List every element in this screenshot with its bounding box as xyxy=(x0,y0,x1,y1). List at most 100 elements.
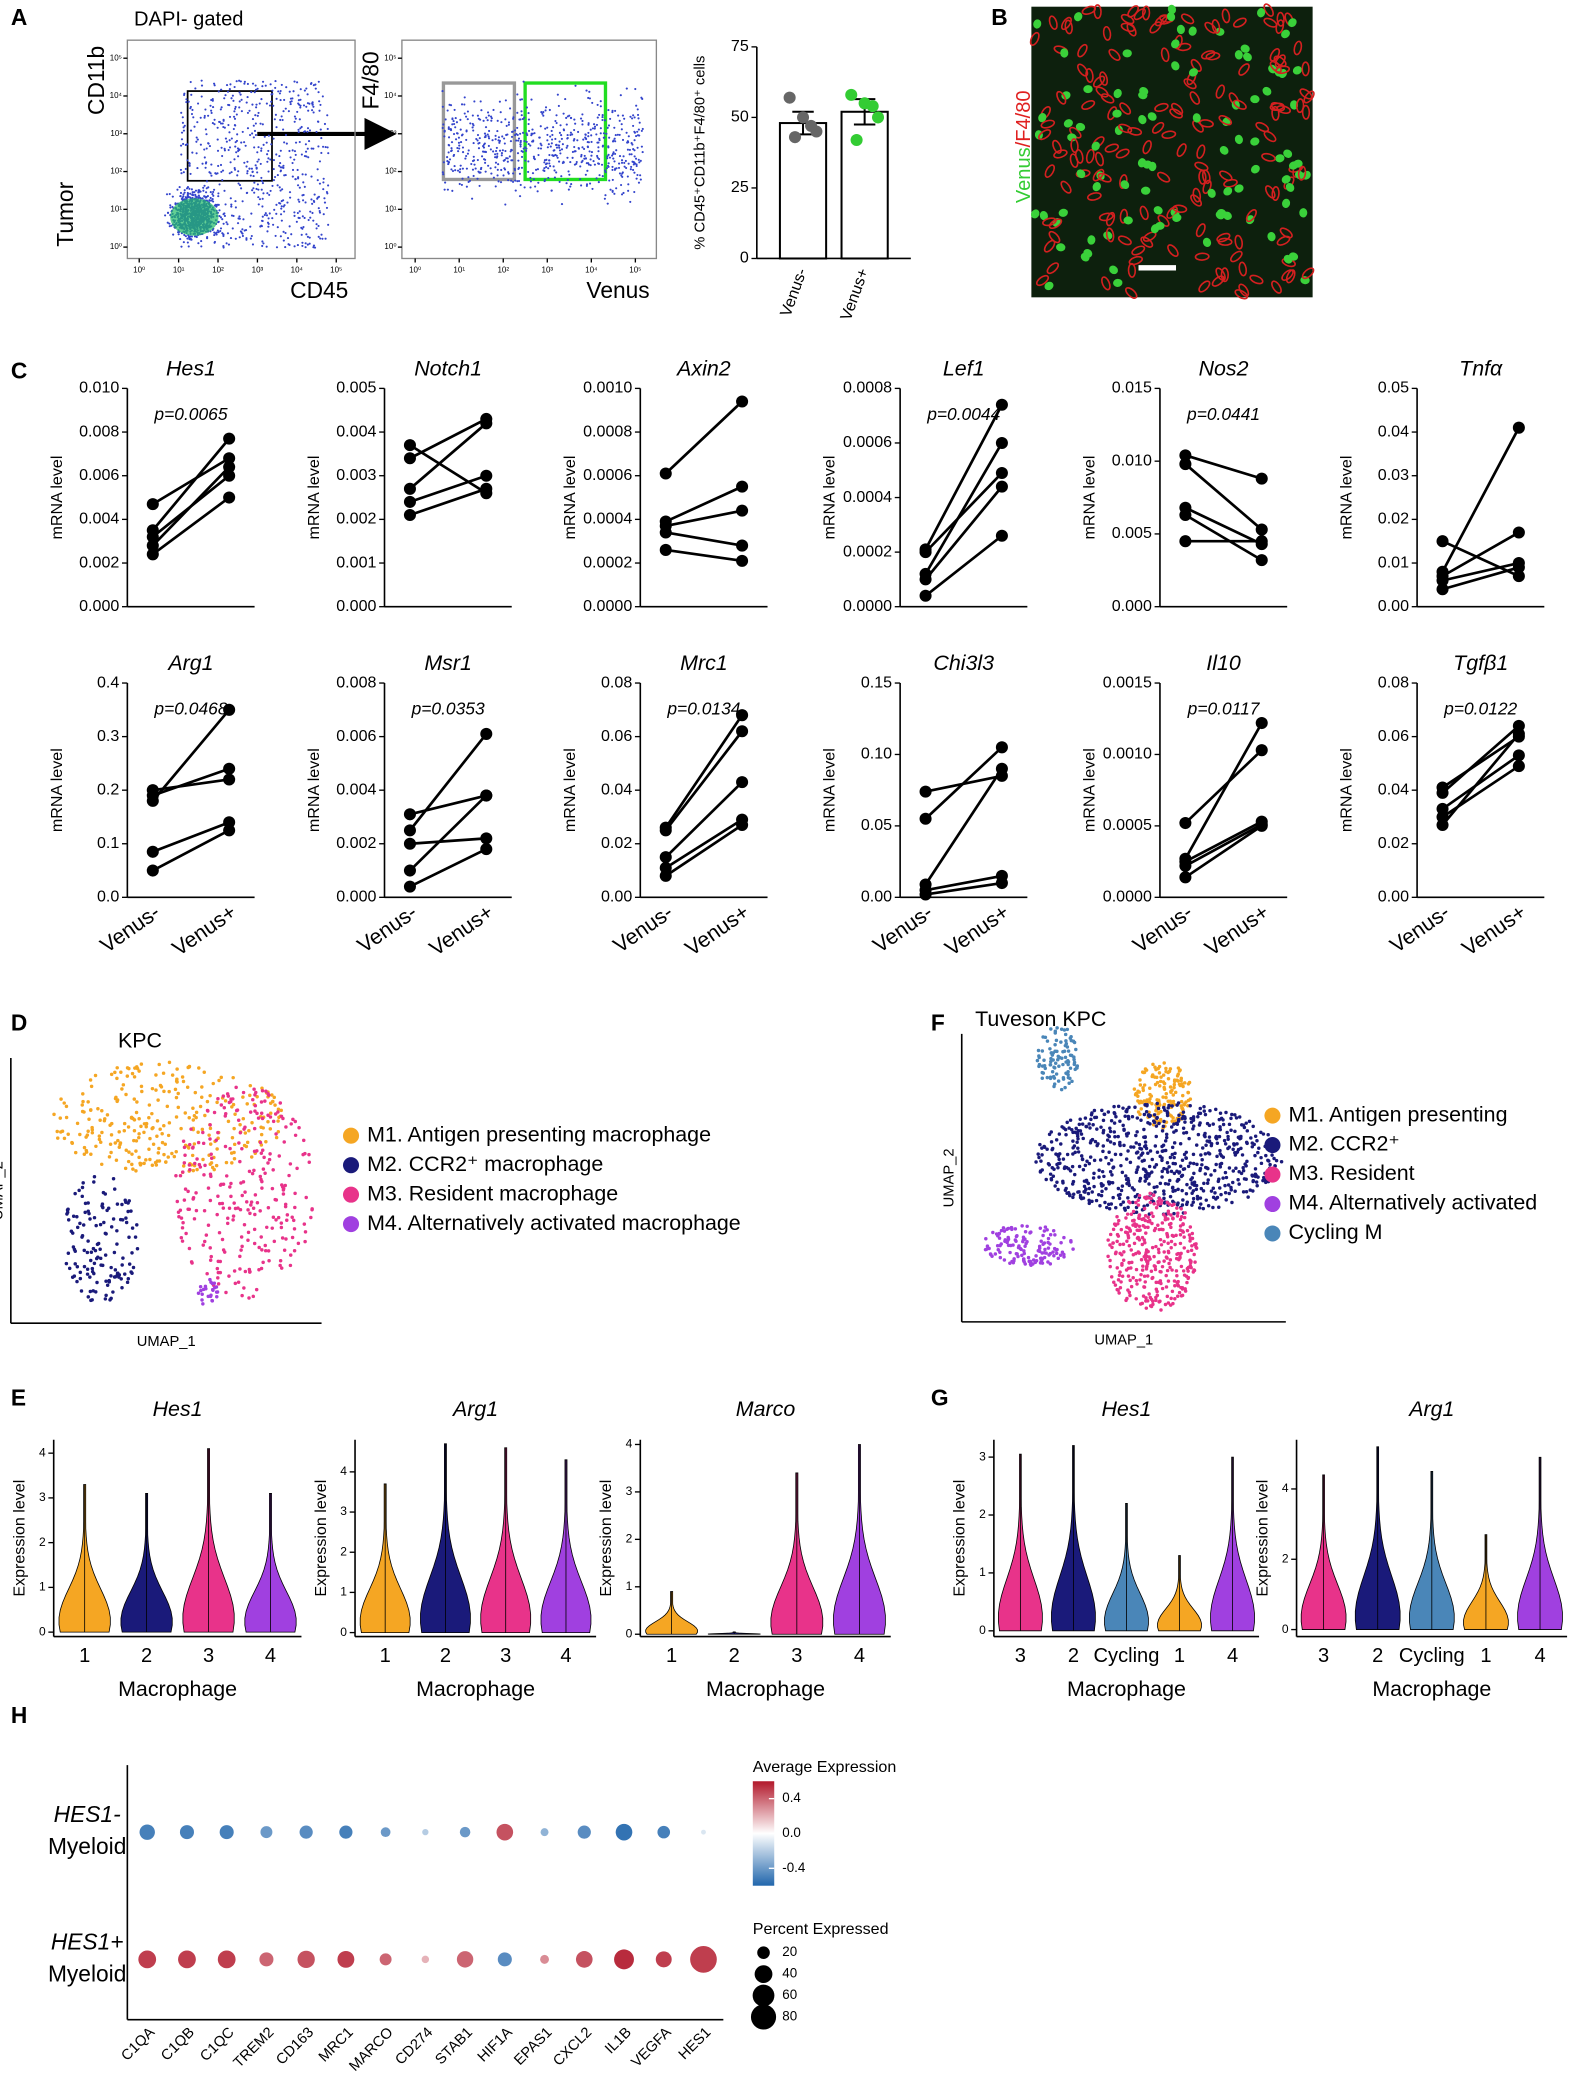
cell-point xyxy=(1033,1260,1038,1265)
cell-point xyxy=(1118,1242,1122,1247)
data-point xyxy=(1255,472,1268,485)
data-point xyxy=(736,818,749,832)
cell xyxy=(1269,48,1281,62)
event xyxy=(319,128,322,131)
data-point xyxy=(736,725,749,738)
cell-point xyxy=(1192,1252,1196,1257)
event xyxy=(487,114,490,117)
cell xyxy=(1102,25,1112,41)
cell-point xyxy=(1172,1171,1177,1176)
cell-point xyxy=(174,1115,179,1119)
cell xyxy=(1271,105,1280,121)
cell xyxy=(1216,232,1231,243)
cell-point xyxy=(88,1289,93,1294)
cell-point xyxy=(1142,1274,1147,1278)
cell-point xyxy=(210,1287,215,1292)
y-tick-label: 0.3 xyxy=(97,727,119,745)
event xyxy=(597,181,600,184)
cell-point xyxy=(268,1152,272,1156)
pair-line xyxy=(1442,561,1520,582)
cell xyxy=(1053,149,1068,159)
cell-point xyxy=(1087,1201,1092,1206)
cell-point xyxy=(1272,1156,1276,1161)
cell-point xyxy=(126,1209,130,1214)
event xyxy=(183,233,186,237)
x-tick-label: Venus+ xyxy=(941,900,1014,961)
cell-point xyxy=(1131,1275,1135,1280)
cell-point xyxy=(162,1089,166,1094)
cell-point xyxy=(1244,1164,1248,1168)
event xyxy=(591,127,595,130)
cell-point xyxy=(1188,1239,1192,1243)
cell-point xyxy=(1183,1287,1187,1291)
cell-point xyxy=(226,1119,231,1124)
cell-point xyxy=(287,1173,291,1178)
cell-point xyxy=(124,1092,128,1097)
cell-point xyxy=(1175,1206,1179,1210)
cell-point xyxy=(1060,1125,1064,1129)
event xyxy=(549,135,552,138)
cell-point xyxy=(161,1071,166,1075)
event xyxy=(213,231,216,234)
legend-marker xyxy=(342,1157,360,1174)
event xyxy=(490,119,493,122)
cell-point xyxy=(285,1213,290,1217)
cell-point xyxy=(151,1142,156,1147)
cell-point xyxy=(246,1230,251,1235)
event xyxy=(560,203,564,206)
cell-point xyxy=(276,1119,280,1123)
cell-point xyxy=(1071,1195,1075,1200)
cell-point xyxy=(256,1116,261,1120)
cell-point xyxy=(1124,1177,1129,1182)
plot-frame xyxy=(401,39,658,260)
event xyxy=(298,103,301,106)
cell-point xyxy=(1163,1139,1168,1143)
event xyxy=(443,130,446,133)
cell-point xyxy=(135,1100,139,1104)
event xyxy=(461,167,464,170)
cell-point xyxy=(52,1112,56,1117)
stain-label: /F4/80 xyxy=(1013,90,1035,147)
event xyxy=(633,116,636,119)
event xyxy=(276,184,279,187)
cell-point xyxy=(210,1281,215,1286)
x-tick-label: Venus- xyxy=(609,900,677,958)
event xyxy=(614,140,617,143)
cell-point xyxy=(1259,1161,1264,1166)
event xyxy=(476,158,479,162)
event xyxy=(298,200,301,203)
event xyxy=(203,116,206,119)
cell-point xyxy=(1112,1104,1116,1109)
cell-point xyxy=(1172,1279,1177,1283)
cell-point xyxy=(1036,1048,1041,1053)
cell-point xyxy=(1245,1129,1250,1133)
event xyxy=(212,106,215,109)
event xyxy=(219,229,222,233)
cell-point xyxy=(1181,1198,1185,1202)
cell-point xyxy=(1014,1234,1019,1239)
event xyxy=(487,144,490,148)
cell-point xyxy=(1028,1231,1032,1235)
event xyxy=(288,225,291,228)
cell-point xyxy=(1022,1249,1026,1253)
cell-point xyxy=(1143,1225,1147,1229)
event xyxy=(585,183,589,186)
event xyxy=(636,113,640,117)
cell-point xyxy=(270,1226,274,1230)
cell-point xyxy=(1190,1231,1195,1236)
event xyxy=(632,114,635,117)
event xyxy=(262,143,265,146)
event xyxy=(477,147,481,150)
cell xyxy=(1285,182,1295,192)
event xyxy=(186,237,189,240)
event xyxy=(174,202,177,205)
cell-point xyxy=(1129,1284,1134,1289)
cell-point xyxy=(90,1266,95,1271)
event xyxy=(565,116,568,120)
cell-point xyxy=(100,1109,104,1113)
data-point xyxy=(850,133,863,147)
cell-point xyxy=(1129,1145,1133,1149)
cell-point xyxy=(1057,1157,1061,1162)
event xyxy=(193,125,196,128)
cell-point xyxy=(1075,1134,1080,1138)
